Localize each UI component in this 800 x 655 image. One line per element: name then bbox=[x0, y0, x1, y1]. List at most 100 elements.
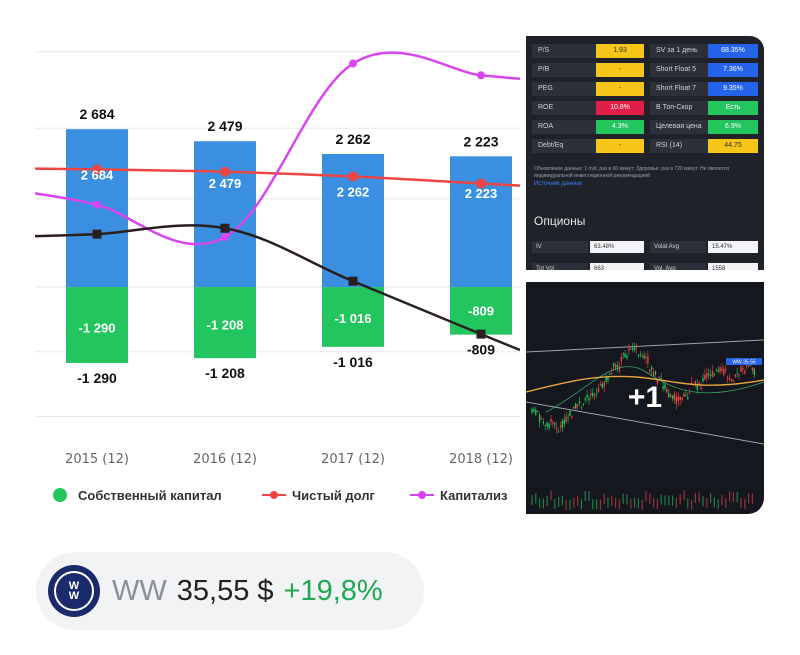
trend-line-point bbox=[476, 329, 486, 339]
volume-bar bbox=[649, 493, 651, 504]
candle-body bbox=[687, 397, 689, 400]
candle-body bbox=[588, 397, 590, 400]
volume-bar bbox=[668, 495, 670, 506]
candle-body bbox=[706, 373, 708, 378]
option-name: Volat Avg bbox=[650, 241, 706, 253]
candle-body bbox=[575, 403, 577, 409]
net-debt-line-point bbox=[348, 171, 358, 182]
metric-name: Debt/Eq bbox=[532, 139, 598, 153]
candle-body bbox=[725, 368, 727, 370]
candle-body bbox=[721, 368, 723, 371]
option-name: IV bbox=[532, 241, 588, 253]
candle-body bbox=[626, 355, 628, 359]
price-chart-thumbnail[interactable]: WW 35.55 +1 bbox=[526, 282, 764, 514]
volume-bar bbox=[660, 494, 662, 505]
volume-bar bbox=[535, 493, 537, 504]
metric-value: - bbox=[596, 82, 644, 96]
volume-bar bbox=[577, 495, 579, 506]
volume-bar bbox=[653, 497, 655, 508]
metric-name: В Топ-Скор bbox=[650, 101, 712, 115]
candle-body bbox=[658, 376, 660, 379]
equity-value-label: -1 290 bbox=[77, 370, 117, 386]
metric-value: Есть bbox=[708, 101, 758, 115]
equity-inner-label: -1 290 bbox=[79, 321, 116, 336]
candle-body bbox=[609, 373, 611, 375]
volume-bar bbox=[531, 494, 533, 505]
metric-value: - bbox=[596, 139, 644, 153]
ticker-symbol: WW bbox=[112, 574, 167, 607]
metric-name: RSI (14) bbox=[650, 139, 712, 153]
candle-body bbox=[620, 356, 622, 362]
capitalization-line-point bbox=[93, 200, 101, 209]
candle-body bbox=[645, 357, 647, 359]
candle-body bbox=[599, 383, 602, 385]
candle-body bbox=[567, 417, 569, 419]
option-value: 663 bbox=[590, 263, 644, 270]
candle-body bbox=[679, 396, 681, 401]
chart-legend[interactable]: Собственный капитал Чистый долг Капитализ bbox=[53, 488, 508, 503]
candle-body bbox=[576, 404, 579, 407]
volume-bar bbox=[546, 495, 548, 506]
candle-body bbox=[552, 422, 554, 424]
volume-bar bbox=[584, 490, 586, 501]
candle-body bbox=[548, 423, 550, 428]
candle-body bbox=[565, 416, 567, 423]
candle-body bbox=[540, 418, 543, 420]
candle-body bbox=[546, 422, 548, 426]
volume-bar bbox=[637, 498, 639, 509]
candle-body bbox=[611, 373, 613, 375]
ticker-chip[interactable]: W W WW 35,55 $ +19,8% bbox=[36, 552, 424, 630]
metric-name: Short Float 7 bbox=[650, 82, 712, 96]
candle-body bbox=[730, 379, 733, 382]
candle-body bbox=[675, 396, 678, 404]
capitalization-line-point bbox=[221, 233, 229, 242]
candle-body bbox=[668, 393, 670, 398]
volume-bar bbox=[664, 495, 666, 506]
candle-body bbox=[704, 374, 706, 380]
candle-body bbox=[590, 393, 592, 396]
volume-bar bbox=[561, 495, 563, 506]
volume-bar bbox=[599, 499, 601, 510]
ticker-price: 35,55 $ bbox=[176, 574, 274, 607]
candle-body bbox=[666, 389, 668, 393]
candle-body bbox=[736, 372, 738, 374]
candle-body bbox=[594, 395, 596, 397]
candle-body bbox=[728, 378, 731, 380]
volume-bar bbox=[611, 495, 613, 506]
capitalization-bar bbox=[194, 141, 256, 288]
channel-line-bottom bbox=[526, 401, 764, 445]
metric-value: 44.75 bbox=[708, 139, 758, 153]
metric-value: 1.93 bbox=[596, 44, 644, 58]
source-link[interactable]: Источник данных bbox=[534, 181, 583, 187]
volume-bar bbox=[725, 498, 727, 509]
candle-body bbox=[709, 374, 712, 376]
candle-body bbox=[582, 404, 584, 406]
candle-body bbox=[616, 364, 619, 367]
candle-body bbox=[700, 387, 702, 390]
candle-body bbox=[673, 393, 676, 400]
volume-bar bbox=[698, 492, 700, 503]
volume-bar bbox=[751, 493, 753, 504]
volume-bar bbox=[732, 492, 734, 503]
equity-value-label: -1 016 bbox=[333, 354, 373, 370]
candle-body bbox=[584, 398, 586, 401]
candle-body bbox=[559, 425, 562, 428]
legend-label[interactable]: Капитализ bbox=[440, 488, 508, 503]
option-value: 1558 bbox=[708, 263, 758, 270]
candle-body bbox=[719, 367, 721, 372]
candle-body bbox=[660, 377, 662, 379]
metric-row: PEG - Short Float 7 9.35% bbox=[532, 82, 758, 96]
candle-body bbox=[554, 423, 556, 425]
net-debt-line-point bbox=[476, 178, 486, 189]
candle-body bbox=[671, 395, 674, 399]
candle-body bbox=[557, 431, 560, 433]
candle-body bbox=[597, 387, 600, 392]
volume-bar bbox=[691, 499, 693, 510]
legend-label[interactable]: Собственный капитал bbox=[78, 488, 222, 503]
equity-inner-label: -1 208 bbox=[207, 318, 244, 333]
candle-body bbox=[649, 369, 651, 372]
candle-body bbox=[639, 353, 641, 355]
more-images-badge[interactable]: +1 bbox=[627, 381, 663, 414]
candle-body bbox=[630, 348, 632, 350]
legend-label[interactable]: Чистый долг bbox=[292, 488, 376, 503]
